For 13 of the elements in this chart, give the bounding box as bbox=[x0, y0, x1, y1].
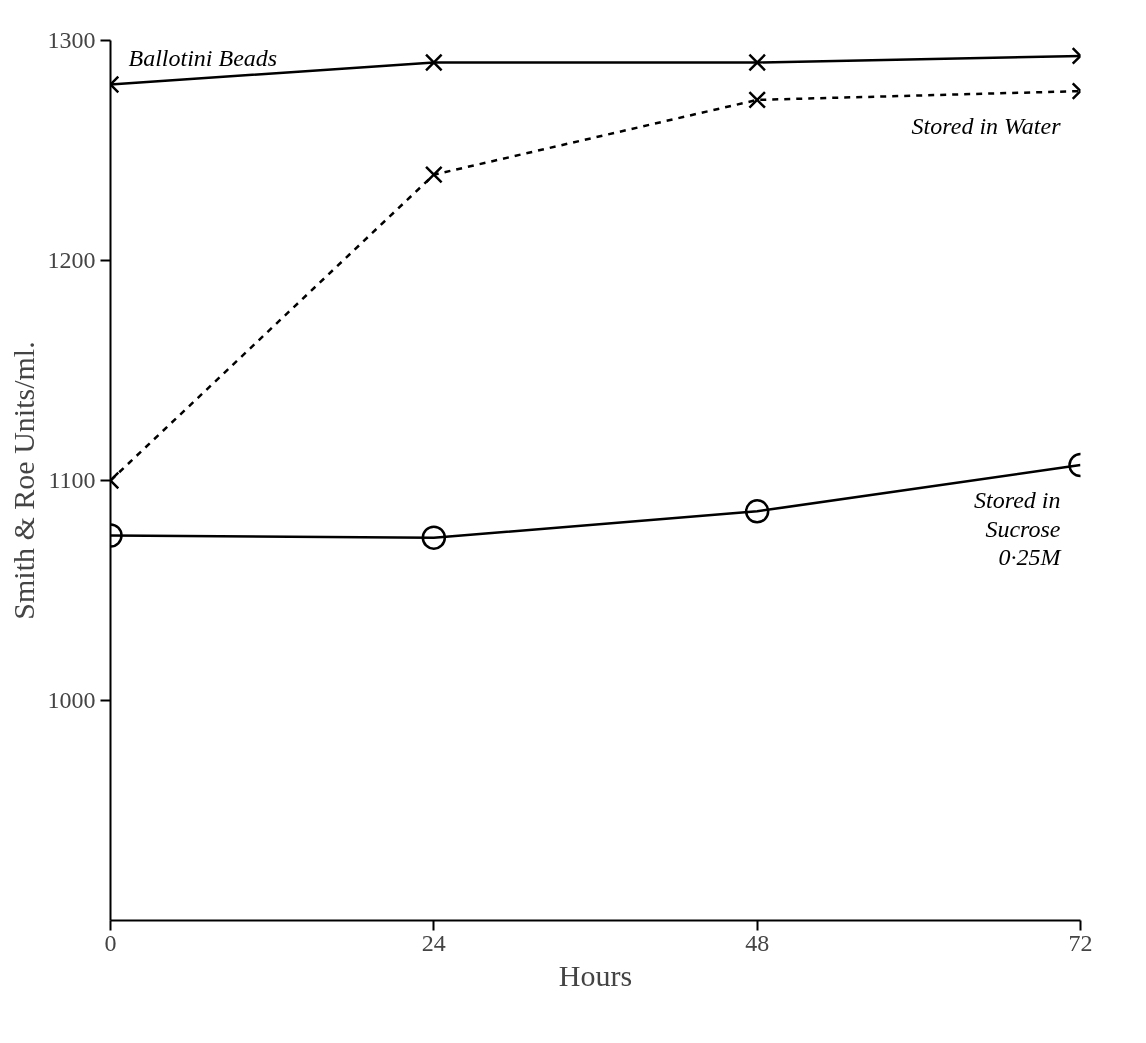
y-tick-label: 1000 bbox=[47, 687, 96, 713]
x-tick-label: 0 bbox=[104, 929, 117, 956]
x-axis-title: Hours bbox=[558, 958, 633, 992]
y-axis-title: Smith & Roe Units/ml. bbox=[6, 341, 40, 620]
y-tick-label: 1100 bbox=[48, 467, 96, 493]
series-label: Stored in Water bbox=[911, 113, 1062, 140]
x-tick-label: 72 bbox=[1068, 929, 1093, 956]
x-tick-label: 48 bbox=[745, 929, 770, 956]
series-label: Ballotini Beads bbox=[128, 44, 278, 71]
y-tick-label: 1300 bbox=[47, 27, 96, 53]
x-tick-label: 24 bbox=[421, 929, 446, 956]
series-label: Stored in Sucrose 0·25M bbox=[974, 487, 1063, 571]
y-tick-label: 1200 bbox=[47, 247, 96, 273]
